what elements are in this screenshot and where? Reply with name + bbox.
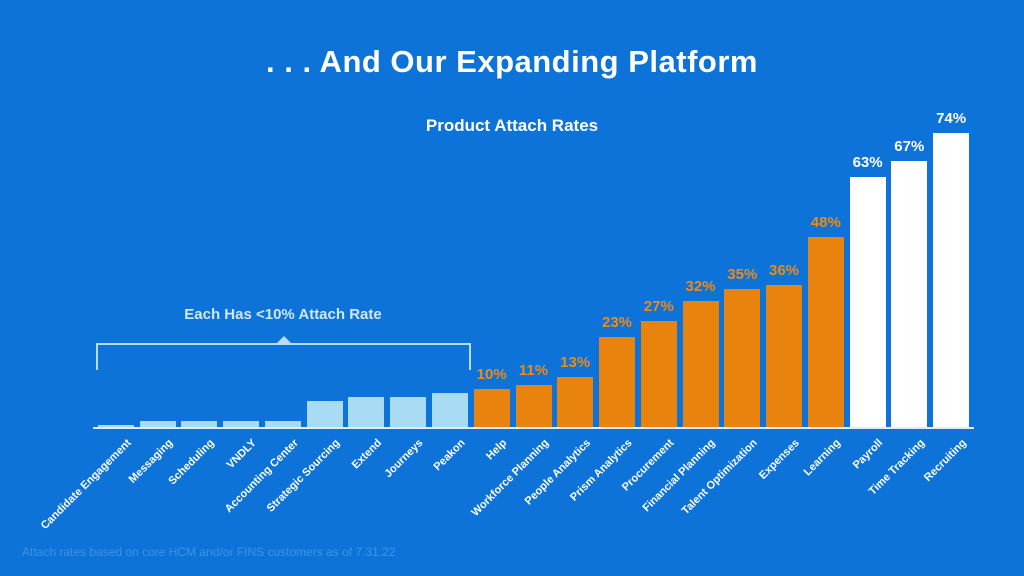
bracket-left-tick <box>96 343 98 370</box>
value-label-talent-optimization: 35% <box>727 266 758 283</box>
category-label-accounting-center: Accounting Center <box>222 437 301 516</box>
bar-people-analytics <box>557 377 594 429</box>
category-label-help: Help <box>483 437 510 463</box>
category-label-payroll: Payroll <box>850 437 886 472</box>
category-label-expenses: Expenses <box>756 437 802 482</box>
bar-help <box>473 389 510 429</box>
category-label-strategic-sourcing: Strategic Sourcing <box>264 437 343 515</box>
category-label-recruiting: Recruiting <box>921 437 969 484</box>
category-label-journeys: Journeys <box>382 437 426 481</box>
annotation-text: Each Has <10% Attach Rate <box>184 306 382 323</box>
bracket-line <box>96 343 471 345</box>
slide-title: . . . And Our Expanding Platform <box>266 44 758 79</box>
bar-payroll <box>849 177 886 429</box>
bar-scheduling <box>181 421 218 429</box>
value-label-financial-planning: 32% <box>685 278 716 295</box>
x-axis-line <box>93 427 974 429</box>
bar-procurement <box>640 321 677 429</box>
bar-recruiting <box>933 133 970 429</box>
category-label-workforce-planning: Workforce Planning <box>469 437 551 519</box>
footnote: Attach rates based on core HCM and/or FI… <box>22 545 396 559</box>
category-label-talent-optimization: Talent Optimization <box>679 437 760 518</box>
value-label-workforce-planning: 11% <box>518 362 549 379</box>
value-label-prism-analytics: 23% <box>601 314 633 331</box>
bar-workforce-planning <box>515 385 552 429</box>
annotation-bracket <box>96 336 471 370</box>
bar-time-tracking <box>891 161 928 429</box>
category-label-candidate-engagement: Candidate Engagement <box>38 437 134 532</box>
value-label-procurement: 27% <box>643 298 674 315</box>
bracket-right-tick <box>469 343 471 370</box>
bar-strategic-sourcing <box>306 401 343 429</box>
value-label-help: 10% <box>476 366 507 383</box>
bar-prism-analytics <box>599 337 635 429</box>
value-label-people-analytics: 13% <box>560 354 591 371</box>
bar-vndly <box>223 421 260 429</box>
bar-messaging <box>139 421 176 429</box>
bar-accounting-center <box>264 421 301 429</box>
category-label-extend: Extend <box>349 437 384 472</box>
bar-learning <box>807 237 844 429</box>
category-label-financial-planning: Financial Planning <box>640 437 718 515</box>
bar-talent-optimization <box>724 289 761 429</box>
bar-expenses <box>766 285 802 429</box>
category-label-learning: Learning <box>801 437 844 479</box>
bracket-arrow-up-icon <box>275 336 292 344</box>
bar-journeys <box>390 397 427 429</box>
category-label-vndly: VNDLY <box>224 437 259 472</box>
bar-extend <box>348 397 385 429</box>
value-label-expenses: 36% <box>768 262 800 279</box>
value-label-time-tracking: 67% <box>894 138 925 155</box>
value-label-payroll: 63% <box>852 154 883 171</box>
value-label-learning: 48% <box>810 214 841 231</box>
bar-financial-planning <box>682 301 719 429</box>
chart-title: Product Attach Rates <box>425 116 599 135</box>
bar-peakon <box>432 393 468 429</box>
value-label-recruiting: 74% <box>936 110 967 127</box>
category-label-peakon: Peakon <box>431 437 468 474</box>
